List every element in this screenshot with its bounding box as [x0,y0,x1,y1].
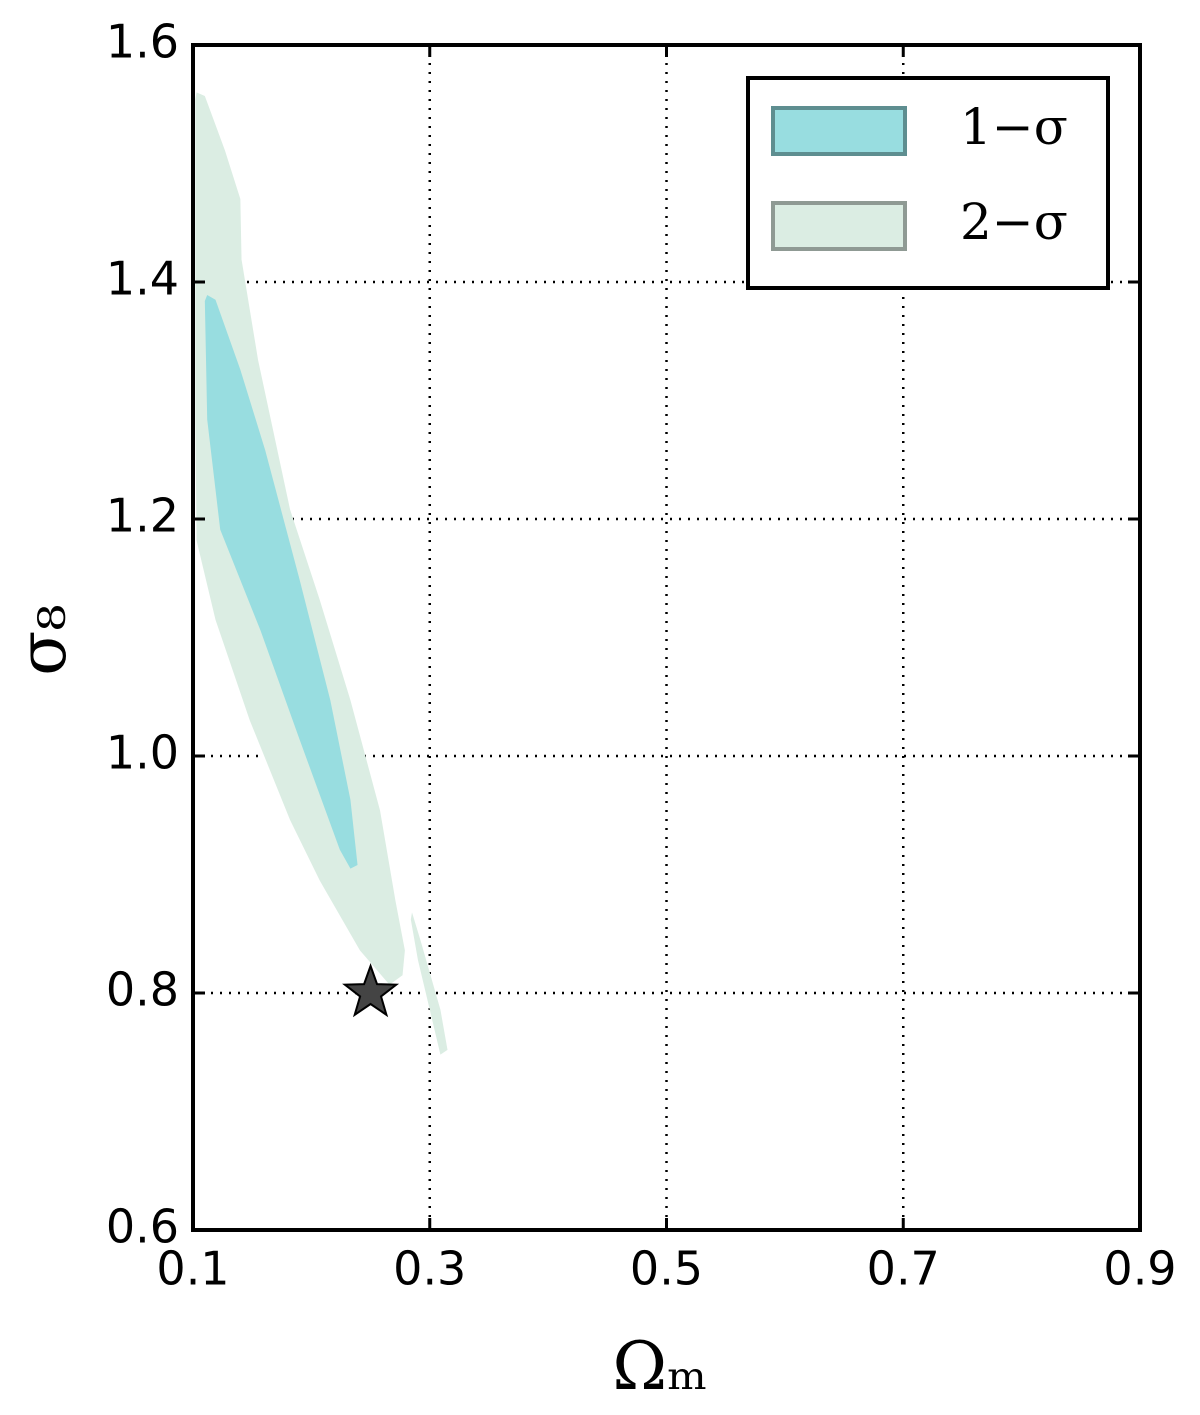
y-tick-label: 1.0 [106,726,179,780]
y-tick-label: 0.6 [106,1200,179,1254]
marker [342,963,400,1018]
y-tick-label: 1.4 [106,252,179,306]
y-axis-label: σ₈ [4,604,81,676]
y-tick-label: 1.2 [106,489,179,543]
x-axis-label: Ωₘ [612,1328,707,1405]
y-tick-label: 0.8 [106,963,179,1017]
x-tick-label: 0.5 [630,1242,703,1296]
x-tick-label: 0.3 [393,1242,466,1296]
y-tick-label: 1.6 [106,15,179,69]
contour-region [204,295,358,869]
x-tick-label: 0.1 [156,1242,229,1296]
contour-region [195,92,405,985]
legend-label: 1−σ [960,98,1068,156]
legend-swatch [771,201,907,251]
legend-swatch [771,106,907,156]
legend-label: 2−σ [960,193,1068,251]
x-tick-label: 0.7 [867,1242,940,1296]
contour-region [410,912,448,1055]
x-tick-label: 0.9 [1103,1242,1176,1296]
